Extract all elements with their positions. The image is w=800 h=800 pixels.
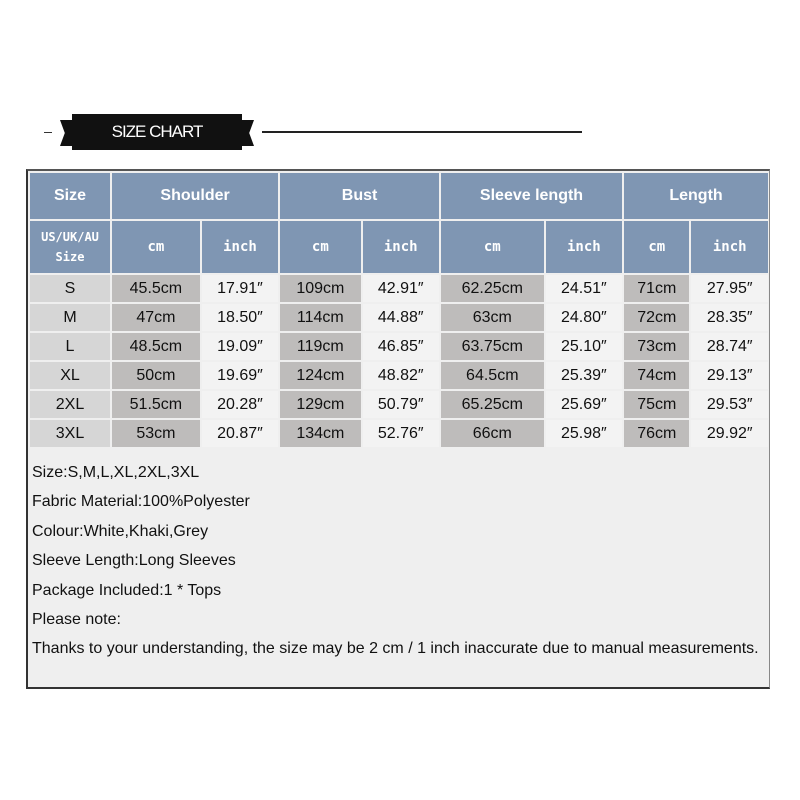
measurement-cell: 48.5cm <box>112 333 200 360</box>
size-chart-panel: Size Shoulder Bust Sleeve length Length … <box>26 169 770 689</box>
measurement-cell: 62.25cm <box>440 275 544 302</box>
measurement-cell: 129cm <box>280 391 361 418</box>
subheader-inch: inch <box>201 221 279 273</box>
note-sleeve: Sleeve Length:Long Sleeves <box>32 552 236 570</box>
measurement-cell: 65.25cm <box>440 391 544 418</box>
measurement-cell: 73cm <box>624 333 690 360</box>
size-cell: M <box>30 304 110 331</box>
header-size: Size <box>30 173 110 219</box>
size-cell: L <box>30 333 110 360</box>
measurement-cell: 25.98″ <box>545 420 623 447</box>
measurement-cell: 29.53″ <box>691 391 768 418</box>
table-row: XL 50cm 19.69″ 124cm 48.82″ 64.5cm 25.39″ 74cm 2… <box>30 362 768 389</box>
measurement-cell: 52.76″ <box>362 420 439 447</box>
measurement-cell: 28.74″ <box>691 333 768 360</box>
subheader-inch: inch <box>362 221 439 273</box>
header-row: Size Shoulder Bust Sleeve length Length <box>30 173 768 219</box>
measurement-cell: 63.75cm <box>440 333 544 360</box>
subheader-row: US/UK/AU Size cm inch cm inch cm inch cm… <box>30 221 768 273</box>
measurement-cell: 18.50″ <box>201 304 279 331</box>
ribbon-left-decoration <box>60 120 72 146</box>
header-shoulder: Shoulder <box>112 173 279 219</box>
measurement-cell: 50.79″ <box>362 391 439 418</box>
subheader-cm: cm <box>440 221 544 273</box>
measurement-cell: 25.39″ <box>545 362 623 389</box>
ribbon-right-decoration <box>242 120 254 146</box>
table-row: 3XL 53cm 20.87″ 134cm 52.76″ 66cm 25.98″ 76cm 29… <box>30 420 768 447</box>
measurement-cell: 114cm <box>280 304 361 331</box>
note-sizes: Size:S,M,L,XL,2XL,3XL <box>32 464 200 481</box>
size-cell: XL <box>30 362 110 389</box>
header-bust: Bust <box>280 173 439 219</box>
note-disclaimer: Thanks to your understanding, the size m… <box>32 640 759 658</box>
size-chart-banner: SIZE CHART <box>72 114 242 150</box>
subheader-cm: cm <box>624 221 690 273</box>
subheader-cm: cm <box>280 221 361 273</box>
measurement-cell: 124cm <box>280 362 361 389</box>
note-please-note: Please note: <box>32 610 121 628</box>
measurement-cell: 24.80″ <box>545 304 623 331</box>
header-length: Length <box>624 173 768 219</box>
measurement-cell: 119cm <box>280 333 361 360</box>
size-cell: 2XL <box>30 391 110 418</box>
note-fabric: Fabric Material:100%Polyester <box>32 493 250 511</box>
measurement-cell: 20.87″ <box>201 420 279 447</box>
size-cell: 3XL <box>30 420 110 447</box>
measurement-cell: 71cm <box>624 275 690 302</box>
note-colour: Colour:White,Khaki,Grey <box>32 522 209 540</box>
measurement-cell: 74cm <box>624 362 690 389</box>
measurement-cell: 72cm <box>624 304 690 331</box>
measurement-cell: 75cm <box>624 391 690 418</box>
measurement-cell: 44.88″ <box>362 304 439 331</box>
measurement-cell: 76cm <box>624 420 690 447</box>
product-notes: Size:S,M,L,XL,2XL,3XL Fabric Material:10… <box>32 458 759 664</box>
measurement-cell: 29.13″ <box>691 362 768 389</box>
table-row: M 47cm 18.50″ 114cm 44.88″ 63cm 24.80″ 72cm 28.3… <box>30 304 768 331</box>
measurement-cell: 109cm <box>280 275 361 302</box>
subheader-inch: inch <box>545 221 623 273</box>
measurement-cell: 20.28″ <box>201 391 279 418</box>
dash-decoration <box>44 132 52 133</box>
subheader-cm: cm <box>112 221 200 273</box>
measurement-cell: 45.5cm <box>112 275 200 302</box>
table-row: S 45.5cm 17.91″ 109cm 42.91″ 62.25cm 24.51″ 71c… <box>30 275 768 302</box>
measurement-cell: 63cm <box>440 304 544 331</box>
divider-line <box>262 131 582 133</box>
header-sleeve-length: Sleeve length <box>440 173 623 219</box>
measurement-cell: 47cm <box>112 304 200 331</box>
measurement-cell: 19.69″ <box>201 362 279 389</box>
table-row: L 48.5cm 19.09″ 119cm 46.85″ 63.75cm 25.10″ 73c… <box>30 333 768 360</box>
measurement-cell: 24.51″ <box>545 275 623 302</box>
size-table: Size Shoulder Bust Sleeve length Length … <box>28 171 770 449</box>
measurement-cell: 17.91″ <box>201 275 279 302</box>
measurement-cell: 64.5cm <box>440 362 544 389</box>
subheader-inch: inch <box>691 221 768 273</box>
size-cell: S <box>30 275 110 302</box>
subheader-size: US/UK/AU Size <box>30 221 110 273</box>
measurement-cell: 51.5cm <box>112 391 200 418</box>
measurement-cell: 42.91″ <box>362 275 439 302</box>
measurement-cell: 48.82″ <box>362 362 439 389</box>
measurement-cell: 66cm <box>440 420 544 447</box>
measurement-cell: 134cm <box>280 420 361 447</box>
measurement-cell: 19.09″ <box>201 333 279 360</box>
measurement-cell: 50cm <box>112 362 200 389</box>
measurement-cell: 27.95″ <box>691 275 768 302</box>
measurement-cell: 46.85″ <box>362 333 439 360</box>
measurement-cell: 29.92″ <box>691 420 768 447</box>
measurement-cell: 25.10″ <box>545 333 623 360</box>
measurement-cell: 25.69″ <box>545 391 623 418</box>
measurement-cell: 28.35″ <box>691 304 768 331</box>
measurement-cell: 53cm <box>112 420 200 447</box>
note-package: Package Included:1 * Tops <box>32 581 222 599</box>
table-row: 2XL 51.5cm 20.28″ 129cm 50.79″ 65.25cm 25.69″ 7… <box>30 391 768 418</box>
